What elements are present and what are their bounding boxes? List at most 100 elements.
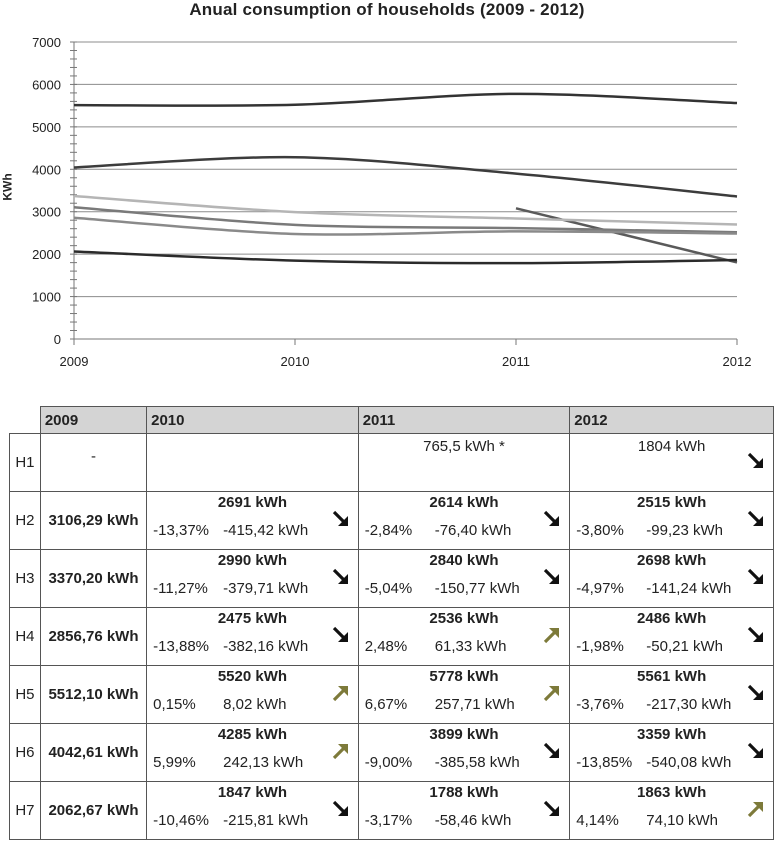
base-value-2009: 5512,10 kWh	[39, 665, 148, 724]
absolute-change: -215,81 kWh	[223, 812, 309, 829]
x-tick-label: 2011	[502, 354, 530, 369]
absolute-change: -379,71 kWh	[223, 580, 309, 597]
consumption-value: 2840 kWh	[429, 552, 499, 569]
series-line	[73, 205, 738, 234]
trend-up-arrow-icon	[332, 744, 348, 760]
table-row: H2 3106,29 kWh 2691 kWh -13,37% -415,42 kWh 2…	[9, 491, 774, 550]
trend-down-arrow-icon	[544, 742, 560, 758]
consumption-value: 2990 kWh	[217, 552, 288, 569]
percent-change: 4,14%	[576, 812, 619, 829]
percent-change: 5,99%	[153, 754, 196, 771]
year-cell: 1788 kWh -3,17% -58,46 kWh	[357, 781, 571, 840]
year-cell: 2486 kWh -1,98% -50,21 kWh	[569, 607, 774, 666]
consumption-value: 3359 kWh	[637, 726, 707, 743]
year-cell: 5520 kWh 0,15% 8,02 kWh	[146, 665, 359, 724]
consumption-value: 1788 kWh	[429, 784, 499, 801]
year-cell: 2691 kWh -13,37% -415,42 kWh	[146, 491, 359, 550]
consumption-value: 2515 kWh	[637, 494, 707, 511]
header-2010: 2010	[146, 406, 359, 434]
table-row: H7 2062,67 kWh 1847 kWh -10,46% -215,81 kWh 1…	[9, 781, 774, 840]
trend-up-arrow-icon	[544, 686, 560, 702]
absolute-change: 257,71 kWh	[434, 696, 515, 713]
percent-change: -10,46%	[153, 812, 209, 829]
trend-down-arrow-icon	[544, 568, 560, 584]
consumption-value: 765,5 kWh *	[423, 438, 505, 455]
base-value-2009: 2856,76 kWh	[39, 607, 148, 666]
line-chart: 0 1000 2000 3000 4000 5000 6000 7000 2009 2010 201…	[32, 35, 751, 369]
consumption-value: 2614 kWh	[429, 494, 499, 511]
percent-change: 2,48%	[364, 638, 408, 655]
percent-change: -3,17%	[364, 812, 413, 829]
year-cell: 1847 kWh -10,46% -215,81 kWh	[146, 781, 359, 840]
year-cell: 1863 kWh 4,14% 74,10 kWh	[569, 781, 774, 840]
consumption-value: 2475 kWh	[217, 610, 288, 627]
absolute-change: 61,33 kWh	[434, 638, 507, 655]
series-line	[73, 194, 738, 226]
percent-change: -4,97%	[576, 580, 624, 597]
absolute-change: -540,08 kWh	[646, 754, 732, 771]
trend-up-arrow-icon	[747, 802, 763, 818]
y-tick-label: 7000	[32, 35, 61, 50]
base-value-2009: 4042,61 kWh	[39, 723, 148, 782]
percent-change: -3,76%	[576, 696, 624, 713]
trend-down-arrow-icon	[544, 510, 560, 526]
consumption-value: 2698 kWh	[637, 552, 707, 569]
series-line	[515, 207, 738, 264]
trend-down-arrow-icon	[747, 568, 763, 584]
year-cell: 4285 kWh 5,99% 242,13 kWh	[146, 723, 359, 782]
trend-down-arrow-icon	[747, 452, 763, 468]
percent-change: 6,67%	[364, 696, 408, 713]
table-row: H6 4042,61 kWh 4285 kWh 5,99% 242,13 kWh 3899…	[9, 723, 774, 782]
absolute-change: -141,24 kWh	[646, 580, 732, 597]
chart-area: Anual consumption of households (2009 - …	[0, 0, 774, 390]
base-value-2009: 3106,29 kWh	[39, 491, 148, 550]
trend-down-arrow-icon	[332, 800, 348, 816]
y-tick-label: 2000	[32, 247, 61, 262]
y-tick-label: 6000	[32, 77, 61, 92]
consumption-value: 1863 kWh	[637, 784, 707, 801]
trend-down-arrow-icon	[747, 742, 763, 758]
absolute-change: -99,23 kWh	[646, 522, 723, 539]
table-row: H4 2856,76 kWh 2475 kWh -13,88% -382,16 kWh 2…	[9, 607, 774, 666]
trend-down-arrow-icon	[747, 510, 763, 526]
series-line	[73, 92, 738, 107]
consumption-value: 5520 kWh	[217, 668, 288, 685]
consumption-table: 2009 2010 2011 2012 H1- 765,5 kWh * 1804 k…	[9, 406, 774, 840]
base-value-2009: -	[39, 433, 148, 492]
consumption-value: 4285 kWh	[217, 726, 288, 743]
absolute-change: -58,46 kWh	[434, 812, 512, 829]
row-label: H7	[9, 781, 41, 840]
row-label: H3	[9, 549, 41, 608]
year-cell	[146, 433, 359, 492]
percent-change: -13,88%	[153, 638, 209, 655]
year-cell: 3359 kWh -13,85% -540,08 kWh	[569, 723, 774, 782]
absolute-change: -217,30 kWh	[646, 696, 732, 713]
chart-title: Anual consumption of households (2009 - …	[189, 0, 585, 19]
absolute-change: 242,13 kWh	[223, 754, 304, 771]
absolute-change: -150,77 kWh	[434, 580, 520, 597]
percent-change: -5,04%	[364, 580, 413, 597]
header-2011: 2011	[357, 406, 571, 434]
table-row: H5 5512,10 kWh 5520 kWh 0,15% 8,02 kWh 5778 k…	[9, 665, 774, 724]
trend-down-arrow-icon	[544, 800, 560, 816]
year-cell: 2536 kWh 2,48% 61,33 kWh	[357, 607, 571, 666]
year-cell: 5778 kWh 6,67% 257,71 kWh	[357, 665, 571, 724]
y-tick-label: 4000	[32, 162, 61, 177]
year-cell: 5561 kWh -3,76% -217,30 kWh	[569, 665, 774, 724]
trend-down-arrow-icon	[332, 568, 348, 584]
base-value-2009: 3370,20 kWh	[39, 549, 148, 608]
year-cell: 765,5 kWh *	[357, 433, 571, 492]
absolute-change: 8,02 kWh	[223, 696, 287, 713]
consumption-value: 5561 kWh	[637, 668, 707, 685]
row-label: H5	[9, 665, 41, 724]
consumption-value: 3899 kWh	[429, 726, 499, 743]
year-cell: 2614 kWh -2,84% -76,40 kWh	[357, 491, 571, 550]
absolute-change: -382,16 kWh	[223, 638, 309, 655]
consumption-value: 1804 kWh	[637, 438, 706, 455]
table-row: H3 3370,20 kWh 2990 kWh -11,27% -379,71 kWh 2…	[9, 549, 774, 608]
x-tick-label: 2009	[60, 354, 89, 369]
y-tick-label: 0	[54, 332, 61, 347]
percent-change: -2,84%	[364, 522, 413, 539]
table-header-row: 2009 2010 2011 2012	[9, 406, 774, 434]
trend-down-arrow-icon	[747, 626, 763, 642]
